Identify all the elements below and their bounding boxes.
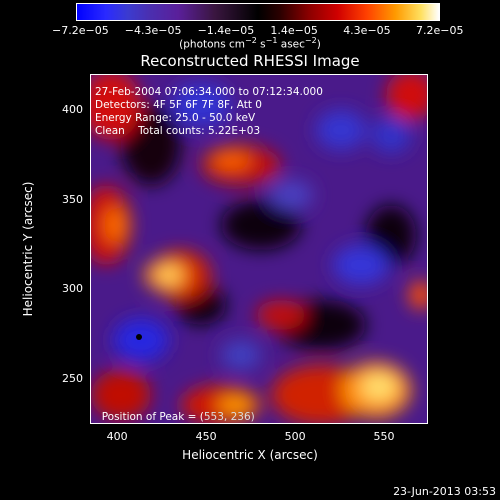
x-tick-label: 400 (106, 430, 128, 443)
y-axis-label: Heliocentric Y (arcsec) (21, 181, 35, 317)
y-tick-label: 250 (62, 372, 83, 386)
image-plot-area (90, 74, 428, 424)
y-tick-label: 400 (62, 102, 83, 116)
observation-info: 27-Feb-2004 07:06:34.000 to 07:12:34.000… (95, 86, 323, 138)
colorbar-tick-label: 1.4e−05 (270, 24, 318, 37)
x-tick-label: 450 (195, 430, 217, 443)
rhessi-map (91, 75, 427, 423)
x-axis-label: Heliocentric X (arcsec) (182, 448, 318, 462)
colorbar-units-label: (photons cm−2 s−1 asec−2) (179, 36, 321, 51)
x-tick-label: 550 (373, 430, 395, 443)
info-line: Detectors: 4F 5F 6F 7F 8F, Att 0 (95, 99, 262, 111)
colorbar-tick-label: 4.3e−05 (343, 24, 391, 37)
y-tick-label: 300 (62, 282, 83, 296)
colorbar-tick-label: −4.3e−05 (124, 24, 182, 37)
colorbar-tick-label: −7.2e−05 (52, 24, 109, 37)
image-title: Reconstructed RHESSI Image (140, 52, 360, 70)
peak-position-label: Position of Peak = (553, 236) (101, 411, 255, 423)
colorbar-tick-label: 7.2e−05 (416, 24, 464, 37)
info-line: 27-Feb-2004 07:06:34.000 to 07:12:34.000 (95, 86, 323, 98)
info-line: Clean Total counts: 5.22E+03 (95, 125, 261, 137)
generation-timestamp: 23-Jun-2013 03:53 (393, 485, 496, 498)
y-tick-label: 350 (62, 192, 83, 206)
x-tick-label: 500 (284, 430, 306, 443)
peak-marker-icon (136, 334, 142, 340)
colorbar-tick-label: −1.4e−05 (197, 24, 255, 37)
info-line: Energy Range: 25.0 - 50.0 keV (95, 112, 256, 124)
colorbar (76, 3, 440, 21)
